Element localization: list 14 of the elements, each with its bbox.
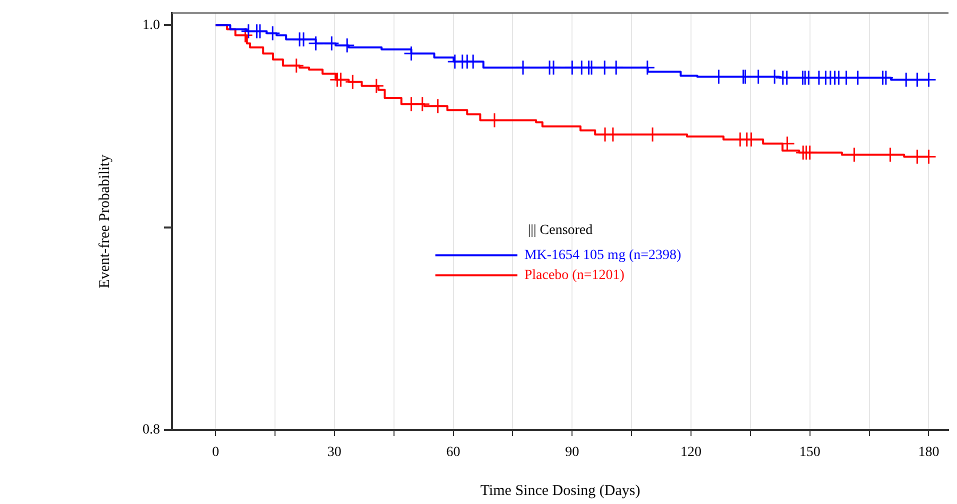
x-axis-title: Time Since Dosing (Days) xyxy=(480,482,640,499)
x-tick-label: 120 xyxy=(680,445,702,460)
x-tick-label: 90 xyxy=(565,445,580,460)
x-tick-label: 150 xyxy=(799,445,820,460)
x-tick-label: 30 xyxy=(327,445,342,460)
x-tick-label: 180 xyxy=(918,445,940,460)
y-axis-title: Event-free Probability xyxy=(96,154,113,288)
text: MK-1654 105 mg (n=2398) xyxy=(524,248,682,263)
x-tick-label: 60 xyxy=(446,445,460,460)
y-tick-label: 0.8 xyxy=(142,422,160,438)
legend-title: ||| Censored xyxy=(528,223,593,238)
text: Placebo (n=1201) xyxy=(524,268,625,283)
y-tick-label: 1.0 xyxy=(142,18,160,33)
x-tick-label: 0 xyxy=(212,445,220,460)
